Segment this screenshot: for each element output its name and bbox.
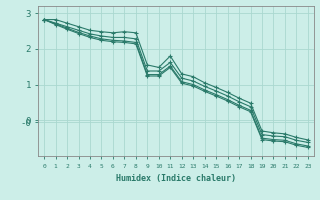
- X-axis label: Humidex (Indice chaleur): Humidex (Indice chaleur): [116, 174, 236, 183]
